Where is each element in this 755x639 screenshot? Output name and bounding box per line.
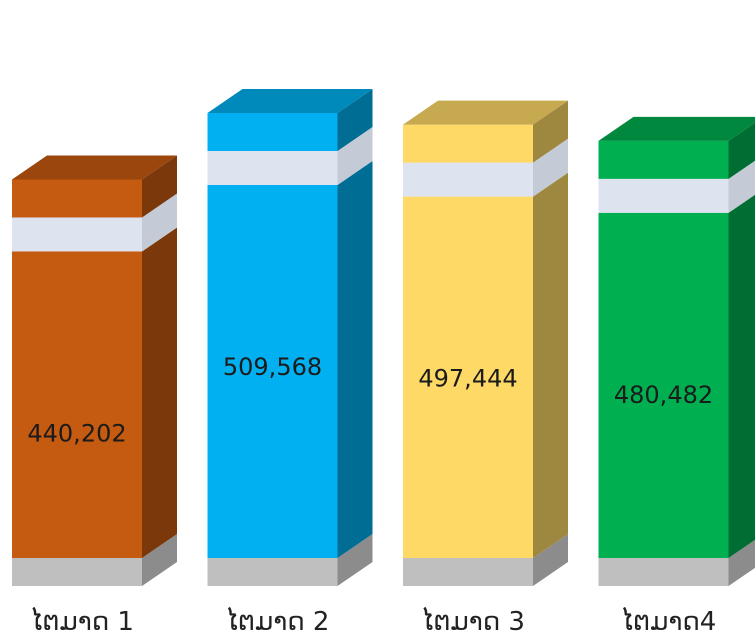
bar-side [533, 172, 568, 559]
x-tick-label: ໄຕມາດ 2 [226, 606, 330, 637]
bar-base-side [728, 539, 755, 586]
bar-base-side [142, 534, 177, 586]
bar-base [12, 558, 142, 586]
axis-break [12, 217, 142, 252]
x-tick-label: ໄຕມາດ4 [621, 606, 717, 637]
bar [12, 251, 142, 558]
bar-top-face [12, 155, 177, 180]
bar-top-segment-side [142, 155, 177, 218]
bar [598, 212, 729, 559]
x-tick-label: ໄຕມາດ 1 [30, 606, 134, 637]
axis-break-side [337, 126, 373, 185]
bar-base-side [337, 534, 373, 586]
axis-break-side [142, 193, 177, 252]
bar-top-segment [12, 179, 142, 218]
data-label: 509,568 [223, 353, 322, 381]
x-tick-label: ໄຕມາດ 3 [421, 606, 525, 637]
axis-break [598, 178, 729, 213]
data-label: 480,482 [614, 381, 713, 409]
bar-top-face [207, 88, 373, 113]
data-label: 440,202 [27, 419, 126, 447]
bar [207, 184, 338, 559]
bar-side [337, 160, 373, 559]
bar-base [207, 558, 338, 586]
bar-base [598, 558, 729, 586]
axis-break [403, 162, 533, 197]
bar [403, 196, 533, 559]
bar-top-segment-side [337, 88, 373, 151]
bar-side [142, 227, 177, 558]
bar-top-segment [207, 112, 338, 151]
axis-break-side [728, 160, 755, 213]
bar-base-side [533, 534, 568, 586]
bar-top-face [598, 116, 755, 141]
axis-break-side [533, 138, 568, 197]
data-label: 497,444 [418, 365, 517, 393]
bar-top-segment [598, 140, 729, 179]
axis-break [207, 150, 338, 185]
bar-top-segment [403, 124, 533, 163]
bar-base [403, 558, 533, 586]
bar-top-segment-side [728, 122, 755, 179]
bar-top-face [403, 100, 568, 125]
bar-side [728, 194, 755, 558]
bar-top-segment-side [533, 100, 568, 163]
